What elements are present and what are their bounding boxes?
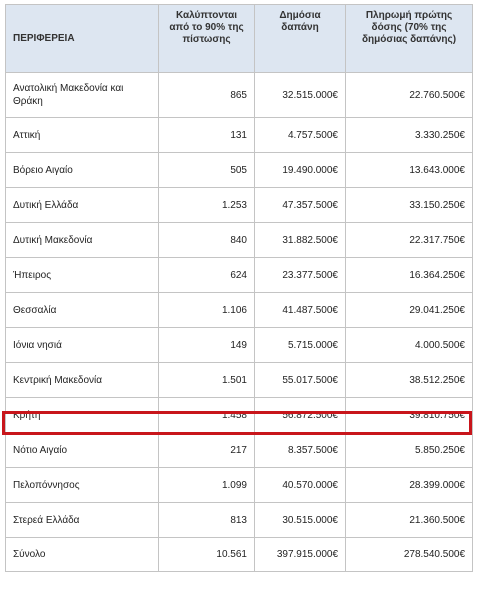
table-row: Αττική 131 4.757.500€ 3.330.250€ [5, 117, 473, 153]
covered-cell: 624 [158, 257, 255, 293]
covered-cell: 131 [158, 117, 255, 153]
covered-cell: 1.501 [158, 362, 255, 398]
region-cell: Δυτική Ελλάδα [5, 187, 159, 223]
table-row: Δυτική Ελλάδα 1.253 47.357.500€ 33.150.250€ [5, 187, 473, 223]
table-row: Νότιο Αιγαίο 217 8.357.500€ 5.850.250€ [5, 432, 473, 468]
public-spending-cell: 31.882.500€ [254, 222, 346, 258]
region-cell: Βόρειο Αιγαίο [5, 152, 159, 188]
covered-cell: 505 [158, 152, 255, 188]
header-row: ΠΕΡΙΦΕΡΕΙΑ Καλύπτονται από το 90% της πί… [5, 4, 473, 73]
first-payment-cell: 4.000.500€ [345, 327, 473, 363]
table-header: ΠΕΡΙΦΕΡΕΙΑ Καλύπτονται από το 90% της πί… [5, 4, 473, 73]
table-row: Στερεά Ελλάδα 813 30.515.000€ 21.360.500€ [5, 502, 473, 538]
header-covered: Καλύπτονται από το 90% της πίστωσης [158, 4, 255, 73]
region-cell: Θεσσαλία [5, 292, 159, 328]
header-region: ΠΕΡΙΦΕΡΕΙΑ [5, 4, 159, 73]
first-payment-cell: 33.150.250€ [345, 187, 473, 223]
covered-cell: 149 [158, 327, 255, 363]
covered-cell: 1.458 [158, 397, 255, 433]
first-payment-cell: 39.810.750€ [345, 397, 473, 433]
public-spending-cell: 8.357.500€ [254, 432, 346, 468]
first-payment-cell: 16.364.250€ [345, 257, 473, 293]
regions-table: ΠΕΡΙΦΕΡΕΙΑ Καλύπτονται από το 90% της πί… [5, 4, 473, 572]
public-spending-cell: 55.017.500€ [254, 362, 346, 398]
covered-cell: 813 [158, 502, 255, 538]
first-payment-cell: 29.041.250€ [345, 292, 473, 328]
first-payment-cell: 5.850.250€ [345, 432, 473, 468]
first-payment-cell: 3.330.250€ [345, 117, 473, 153]
region-cell: Δυτική Μακεδονία [5, 222, 159, 258]
covered-cell: 865 [158, 72, 255, 118]
table-row: Ανατολική Μακεδονία και Θράκη 865 32.515.0… [5, 72, 473, 118]
covered-cell: 217 [158, 432, 255, 468]
table-row: Κρήτη 1.458 56.872.500€ 39.810.750€ [5, 397, 473, 433]
public-spending-cell: 19.490.000€ [254, 152, 346, 188]
covered-cell: 1.106 [158, 292, 255, 328]
covered-cell: 10.561 [158, 537, 255, 572]
first-payment-cell: 21.360.500€ [345, 502, 473, 538]
table-row: Δυτική Μακεδονία 840 31.882.500€ 22.317.750… [5, 222, 473, 258]
public-spending-cell: 5.715.000€ [254, 327, 346, 363]
region-cell: Νότιο Αιγαίο [5, 432, 159, 468]
first-payment-cell: 38.512.250€ [345, 362, 473, 398]
table-row: Πελοπόννησος 1.099 40.570.000€ 28.399.000€ [5, 467, 473, 503]
public-spending-cell: 23.377.500€ [254, 257, 346, 293]
table-row: Βόρειο Αιγαίο 505 19.490.000€ 13.643.000€ [5, 152, 473, 188]
table-row: Ήπειρος 624 23.377.500€ 16.364.250€ [5, 257, 473, 293]
total-row: Σύνολο 10.561 397.915.000€ 278.540.500€ [5, 537, 473, 572]
table-row: Ιόνια νησιά 149 5.715.000€ 4.000.500€ [5, 327, 473, 363]
covered-cell: 1.253 [158, 187, 255, 223]
header-public-spending: Δημόσια δαπάνη [254, 4, 346, 73]
public-spending-cell: 40.570.000€ [254, 467, 346, 503]
first-payment-cell: 13.643.000€ [345, 152, 473, 188]
public-spending-cell: 32.515.000€ [254, 72, 346, 118]
table-row: Κεντρική Μακεδονία 1.501 55.017.500€ 38.512… [5, 362, 473, 398]
region-cell: Αττική [5, 117, 159, 153]
region-cell: Πελοπόννησος [5, 467, 159, 503]
table-row: Θεσσαλία 1.106 41.487.500€ 29.041.250€ [5, 292, 473, 328]
public-spending-cell: 41.487.500€ [254, 292, 346, 328]
first-payment-cell: 28.399.000€ [345, 467, 473, 503]
region-cell: Ανατολική Μακεδονία και Θράκη [5, 72, 159, 118]
public-spending-cell: 56.872.500€ [254, 397, 346, 433]
region-cell: Ιόνια νησιά [5, 327, 159, 363]
region-cell: Κρήτη [5, 397, 159, 433]
first-payment-cell: 22.760.500€ [345, 72, 473, 118]
region-cell: Κεντρική Μακεδονία [5, 362, 159, 398]
region-cell: Σύνολο [5, 537, 159, 572]
public-spending-cell: 4.757.500€ [254, 117, 346, 153]
first-payment-cell: 278.540.500€ [345, 537, 473, 572]
table-body: Ανατολική Μακεδονία και Θράκη 865 32.515.0… [5, 72, 473, 572]
public-spending-cell: 47.357.500€ [254, 187, 346, 223]
region-cell: Ήπειρος [5, 257, 159, 293]
public-spending-cell: 397.915.000€ [254, 537, 346, 572]
covered-cell: 840 [158, 222, 255, 258]
first-payment-cell: 22.317.750€ [345, 222, 473, 258]
header-first-payment: Πληρωμή πρώτης δόσης (70% της δημόσιας δ… [345, 4, 473, 73]
covered-cell: 1.099 [158, 467, 255, 503]
public-spending-cell: 30.515.000€ [254, 502, 346, 538]
region-cell: Στερεά Ελλάδα [5, 502, 159, 538]
